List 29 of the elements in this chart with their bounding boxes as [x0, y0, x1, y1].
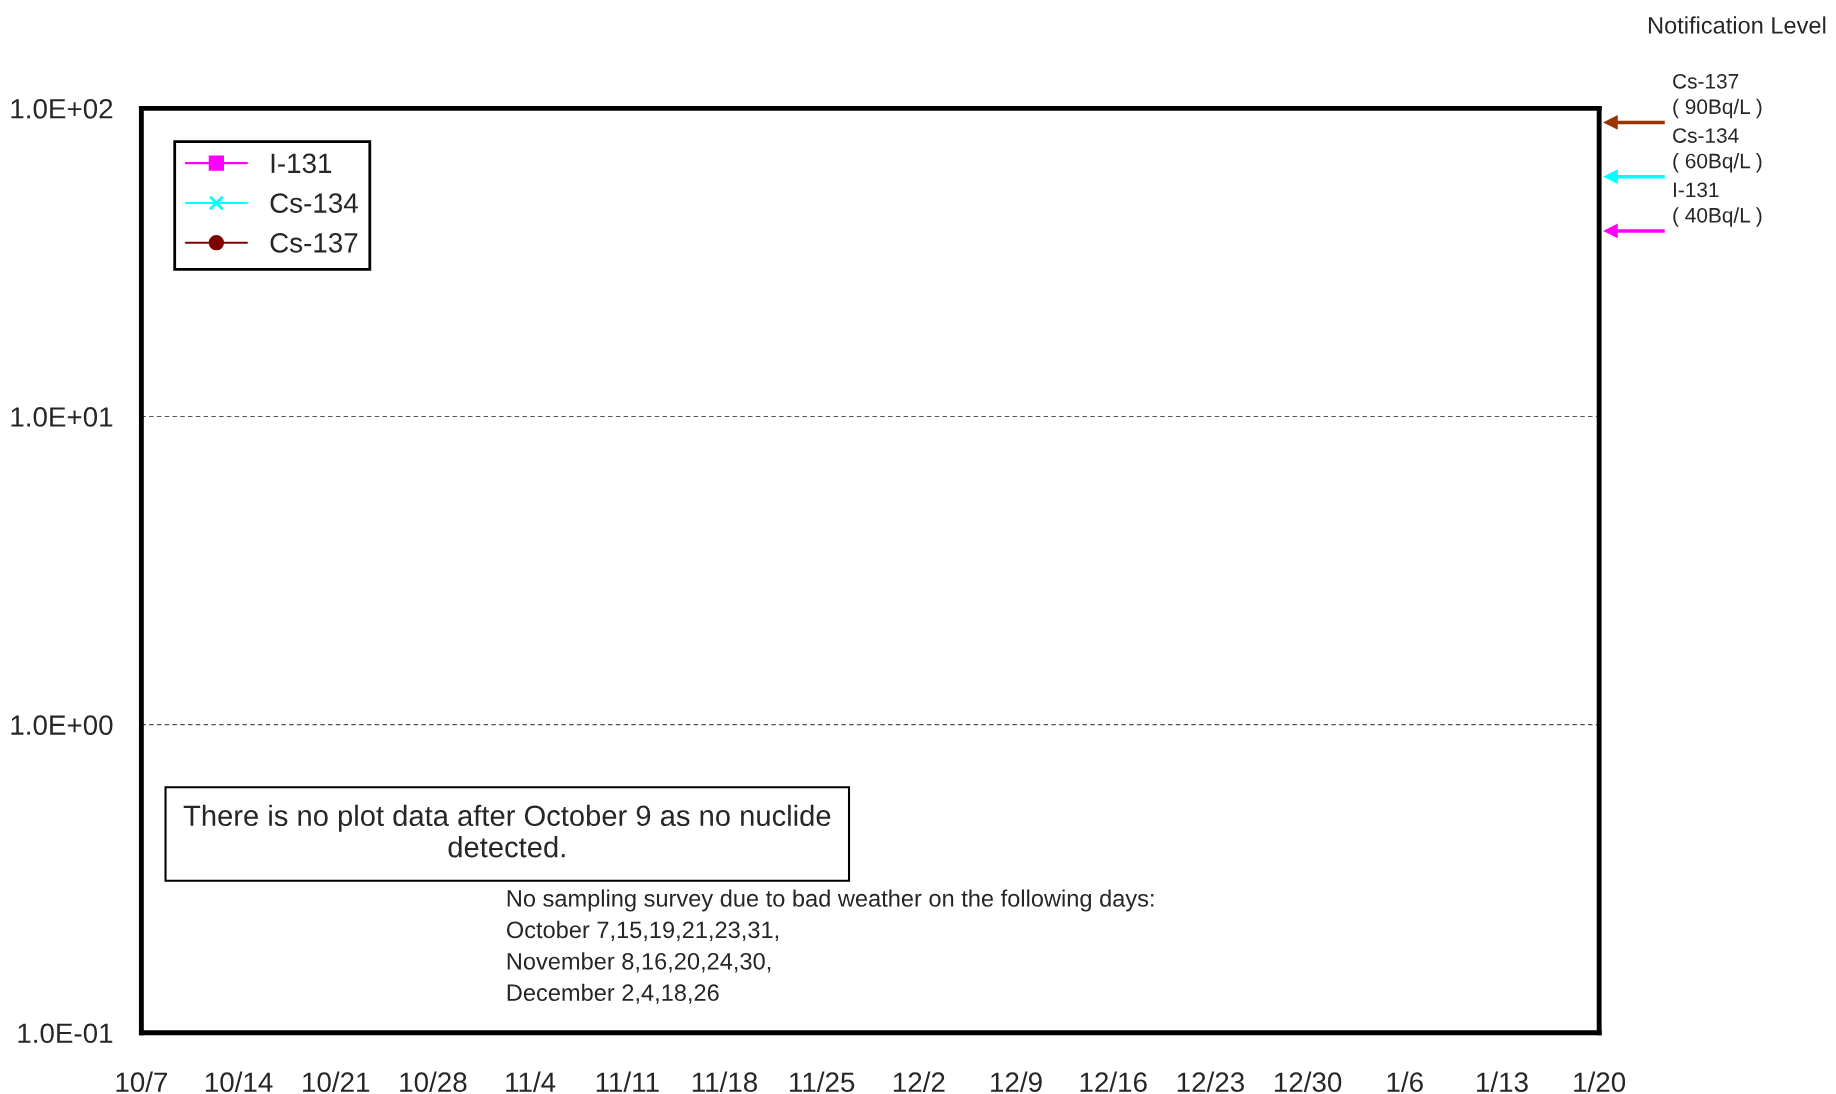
x-tick-label: 1/6	[1387, 1071, 1423, 1093]
annotation: No sampling survey due to bad weather on the following days: October 7,15,19,21,23,31, November 8,16,20,24,30, December 2,4,18,26	[506, 889, 1154, 1004]
x-tick-label: 12/16	[1080, 1071, 1147, 1093]
legend-label: Cs-134	[270, 193, 358, 213]
legend-label: I-131	[271, 153, 332, 174]
ref-line-label: Cs-134 ( 60Bq/L )	[1673, 128, 1762, 173]
x-tick-label: 12/9	[991, 1071, 1042, 1093]
y-tick-label: 1.0E+02	[11, 98, 113, 119]
y-tick-label: 1.0E+00	[11, 715, 113, 735]
y-tick-label: 1.0E+01	[11, 407, 113, 427]
y-tick-label: 1.0E-01	[18, 1023, 113, 1044]
x-tick-label: 1/20	[1574, 1071, 1626, 1093]
x-tick-label: 11/11	[596, 1071, 659, 1093]
x-tick-label: 12/23	[1177, 1071, 1244, 1093]
x-tick-label: 10/7	[116, 1071, 168, 1093]
legend-label: Cs-137	[270, 233, 358, 253]
x-tick-label: 10/21	[303, 1071, 370, 1093]
x-tick-label: 10/14	[205, 1071, 273, 1093]
x-tick-label: 10/28	[400, 1071, 467, 1093]
text: Notification Level	[1648, 16, 1826, 34]
x-tick-label: 11/18	[692, 1071, 758, 1093]
x-tick-label: 11/25	[790, 1071, 855, 1093]
x-tick-label: 12/30	[1274, 1071, 1342, 1093]
x-tick-label: 11/4	[506, 1071, 556, 1093]
ref-line-label: I-131 ( 40Bq/L )	[1673, 182, 1762, 227]
ref-line-label: Cs-137 ( 90Bq/L )	[1673, 73, 1762, 119]
annotation: There is no plot data after October 9 as no nuclide detected.	[183, 804, 831, 858]
x-tick-label: 12/2	[893, 1071, 945, 1093]
x-tick-label: 1/13	[1477, 1071, 1528, 1093]
